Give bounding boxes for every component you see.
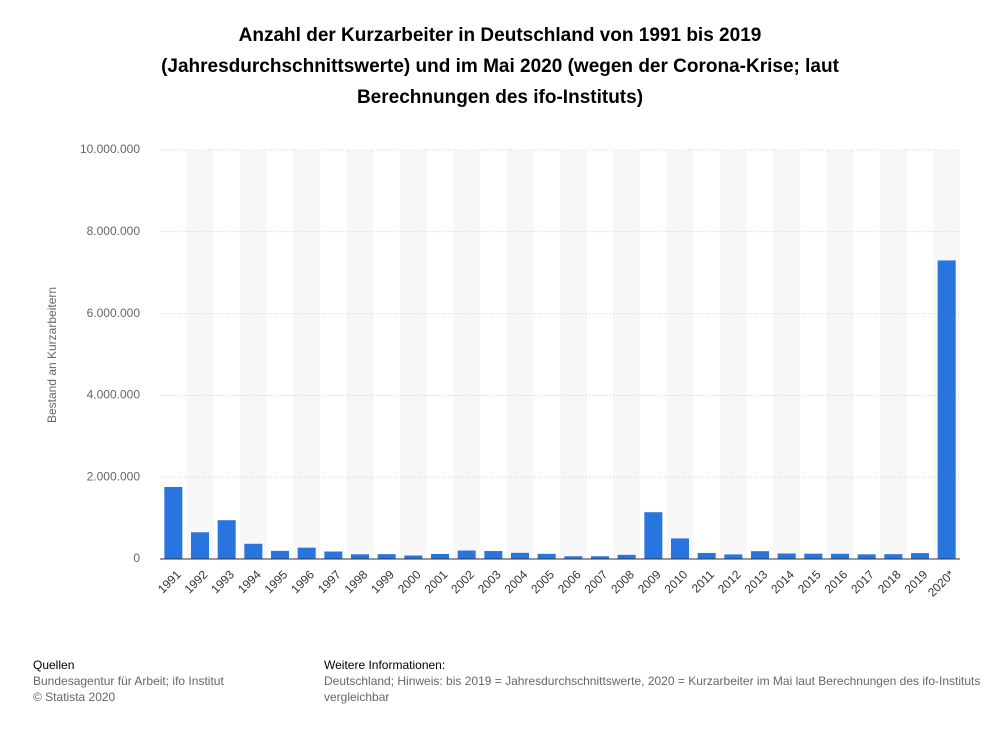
x-tick-label: 2020* <box>925 567 957 599</box>
x-tick-label: 2009 <box>635 567 664 596</box>
y-tick-label: 6.000.000 <box>87 306 141 320</box>
bar <box>404 555 423 559</box>
band-stripe <box>773 150 800 559</box>
bar <box>697 552 716 559</box>
band-stripe <box>613 150 640 559</box>
x-tick-label: 1991 <box>155 567 184 596</box>
x-tick-label: 2002 <box>448 567 477 596</box>
bar <box>164 486 183 559</box>
x-tick-label: 2010 <box>662 567 691 596</box>
info-text: Deutschland; Hinweis: bis 2019 = Jahresd… <box>324 674 981 688</box>
bar <box>511 552 529 559</box>
bar <box>484 551 503 559</box>
y-tick-label: 2.000.000 <box>87 469 141 483</box>
bar <box>351 554 369 559</box>
bar <box>297 547 316 559</box>
bar <box>644 512 663 559</box>
bar <box>911 553 929 559</box>
info-title: Weitere Informationen: <box>324 658 446 672</box>
bar <box>217 520 236 559</box>
bar <box>884 554 903 559</box>
x-tick-label: 1998 <box>342 567 371 596</box>
bar <box>724 554 743 559</box>
x-tick-label: 1997 <box>315 567 344 596</box>
bar <box>537 553 556 559</box>
x-tick-label: 2000 <box>395 567 424 596</box>
x-tick-label: 1996 <box>288 567 317 596</box>
bar <box>271 550 289 559</box>
bar <box>617 554 636 559</box>
info: Weitere Informationen: Deutschland; Hinw… <box>324 657 1000 705</box>
x-tick-label: 2001 <box>422 567 451 596</box>
x-tick-label: 2015 <box>795 567 824 596</box>
x-tick-label: 1992 <box>182 567 211 596</box>
x-tick-label: 2017 <box>848 567 877 596</box>
x-tick-label: 2003 <box>475 567 504 596</box>
bar <box>244 543 263 559</box>
x-tick-label: 2008 <box>608 567 637 596</box>
bar <box>751 551 769 559</box>
bar <box>831 553 849 559</box>
band-stripe <box>880 150 907 559</box>
bar <box>377 554 396 559</box>
x-tick-label: 2012 <box>715 567 744 596</box>
y-tick-label: 8.000.000 <box>87 224 141 238</box>
y-tick-label: 0 <box>133 551 140 565</box>
bar <box>857 554 876 559</box>
bar <box>564 556 583 559</box>
chart-title: Anzahl der Kurzarbeiter in Deutschland v… <box>161 25 839 108</box>
x-tick-label: 2006 <box>555 567 584 596</box>
x-tick-label: 1999 <box>368 567 397 596</box>
y-tick-label: 10.000.000 <box>80 142 140 156</box>
band-stripe <box>826 150 854 559</box>
y-tick-label: 4.000.000 <box>87 388 141 402</box>
bar <box>457 550 476 559</box>
chart-title-line: (Jahresdurchschnittswerte) und im Mai 20… <box>161 56 839 77</box>
x-tick-label: 2016 <box>822 567 851 596</box>
band-stripe <box>506 150 534 559</box>
x-tick-label: 1993 <box>208 567 237 596</box>
chart-title-line: Berechnungen des ifo-Instituts) <box>357 87 643 108</box>
bar <box>191 532 209 559</box>
bar <box>324 551 343 559</box>
x-tick-label: 2007 <box>582 567 611 596</box>
bar <box>591 556 609 559</box>
bar <box>671 538 689 559</box>
bar <box>431 553 449 559</box>
band-stripe <box>346 150 374 559</box>
band-stripe <box>400 150 427 559</box>
band-stripe <box>293 150 320 559</box>
band-stripe <box>720 150 747 559</box>
info-text: vergleichbar <box>324 690 390 704</box>
band-stripe <box>186 150 214 559</box>
bar <box>777 553 796 559</box>
band-stripe <box>560 150 587 559</box>
source: Bundesagentur für Arbeit; ifo Institut <box>33 674 224 688</box>
x-tick-label: 1995 <box>262 567 291 596</box>
x-tick-label: 2011 <box>689 567 717 595</box>
x-tick-label: 2013 <box>742 567 771 596</box>
sources-title: Quellen <box>33 658 75 672</box>
x-tick-label: 2005 <box>528 567 557 596</box>
band-stripe <box>666 150 694 559</box>
x-tick-label: 2018 <box>875 567 904 596</box>
chart-title-line: Anzahl der Kurzarbeiter in Deutschland v… <box>239 25 762 46</box>
band-stripe <box>240 150 267 559</box>
copyright: © Statista 2020 <box>33 690 116 704</box>
bar <box>937 260 956 559</box>
x-tick-label: 2004 <box>502 567 531 596</box>
y-axis-label: Bestand an Kurzarbeitern <box>45 287 59 423</box>
x-tick-label: 1994 <box>235 567 264 596</box>
sources: Quellen Bundesagentur für Arbeit; ifo In… <box>33 657 224 705</box>
bar <box>804 553 823 559</box>
band-stripe <box>453 150 480 559</box>
x-tick-label: 2014 <box>768 567 797 596</box>
